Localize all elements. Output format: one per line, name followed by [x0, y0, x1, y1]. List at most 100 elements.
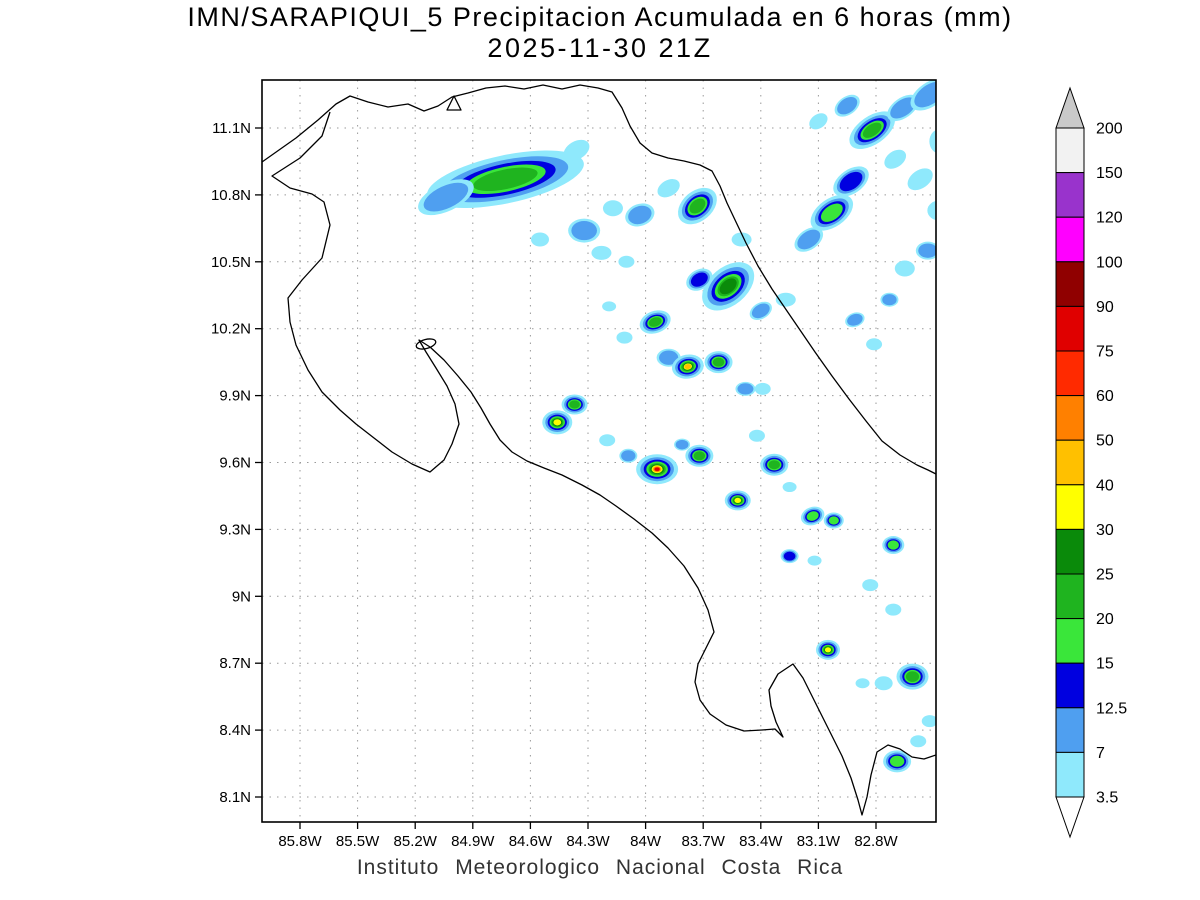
- y-tick-label: 8.1N: [219, 789, 251, 806]
- precip-cell: [625, 203, 655, 227]
- precip-cell: [657, 179, 680, 198]
- colorbar-labels: 200 150 120 100 90 75 60 50 40 30 25 20 15 12.5 7 3.5: [1096, 121, 1127, 807]
- colorbar-label: 40: [1096, 477, 1114, 494]
- colorbar-label: 12.5: [1096, 700, 1127, 717]
- precip-cell: [619, 448, 638, 463]
- precip-cell: [616, 331, 633, 344]
- colorbar-segment: [1055, 707, 1085, 753]
- y-tick-label: 9.3N: [219, 521, 251, 538]
- precip-cell: [833, 166, 869, 197]
- colorbar-label: 15: [1096, 656, 1114, 673]
- precip-cell: [561, 394, 588, 415]
- precip-cell: [531, 232, 549, 247]
- x-tick-label: 85.8W: [278, 833, 322, 850]
- precip-cell: [542, 410, 573, 435]
- x-tick-label: 82.8W: [854, 833, 898, 850]
- precip-cell: [568, 218, 601, 243]
- precip-cell: [599, 434, 616, 447]
- precip-cell: [702, 262, 755, 311]
- colorbar-segment: [1055, 350, 1085, 397]
- colorbar-segment: [1055, 618, 1085, 664]
- precip-cell: [639, 310, 671, 334]
- precip-cell: [775, 292, 796, 307]
- precip-cell: [834, 94, 860, 117]
- y-tick-label: 9N: [232, 588, 251, 605]
- y-tick-label: 11.1N: [212, 120, 251, 137]
- chart-subtitle: 2025-11-30 21Z: [487, 33, 713, 63]
- precip-cell: [735, 381, 756, 396]
- precip-cell: [591, 245, 612, 260]
- precip-cell: [849, 111, 895, 150]
- colorbar-segment: [1055, 573, 1085, 620]
- precip-cell: [894, 260, 915, 277]
- colorbar-segment: [1055, 172, 1085, 218]
- colorbar-segment: [1055, 751, 1085, 798]
- precip-cell: [921, 715, 936, 728]
- precip-cell: [810, 194, 854, 231]
- precip-cell: [896, 663, 929, 690]
- colorbar-segment: [1055, 528, 1085, 575]
- precip-cell: [602, 200, 623, 217]
- precip-cell: [927, 200, 936, 221]
- precip-cell: [686, 268, 713, 291]
- colorbar-label: 30: [1096, 522, 1114, 539]
- colorbar-label: 20: [1096, 611, 1114, 628]
- precip-cell: [910, 735, 927, 748]
- y-tick-label: 10.8N: [211, 187, 251, 204]
- colorbar-label: 120: [1096, 210, 1123, 227]
- y-tick-label: 10.5N: [211, 254, 251, 271]
- precip-cell: [678, 187, 717, 225]
- precip-cell: [907, 168, 933, 191]
- colorbar-label: 75: [1096, 344, 1114, 361]
- colorbar-label: 7: [1096, 745, 1105, 762]
- precip-cell: [816, 639, 840, 660]
- precip-cell: [636, 454, 679, 485]
- chart-title-block: IMN/SARAPIQUI_5 Precipitacion Acumulada …: [0, 2, 1200, 64]
- precip-cell: [884, 149, 907, 169]
- precip-cell: [874, 676, 893, 691]
- coastline: [262, 84, 936, 816]
- precip-cell: [748, 429, 765, 442]
- chart-title: IMN/SARAPIQUI_5 Precipitacion Acumulada …: [187, 2, 1013, 32]
- precip-cell: [754, 382, 771, 395]
- precip-cells: [418, 80, 936, 773]
- precip-cell: [794, 227, 824, 252]
- colorbar-segment: [1055, 305, 1085, 352]
- precip-cell: [866, 338, 883, 351]
- precip-cell: [915, 241, 936, 260]
- coastline-north-caribbean: [262, 84, 936, 475]
- precip-cell: [883, 750, 912, 773]
- colorbar-label: 100: [1096, 254, 1123, 271]
- precip-cell: [807, 555, 822, 566]
- precip-cell: [882, 536, 905, 555]
- x-tick-label: 83.7W: [682, 833, 726, 850]
- colorbar-label: 60: [1096, 388, 1114, 405]
- colorbar-segment: [1055, 662, 1085, 709]
- colorbar-segment: [1055, 261, 1085, 307]
- colorbar-label: 150: [1096, 165, 1123, 182]
- y-tick-label: 8.7N: [219, 655, 251, 672]
- gulf-island: [415, 338, 437, 350]
- precip-cell: [782, 482, 797, 493]
- precip-cell: [685, 444, 714, 467]
- precip-cell: [910, 80, 936, 111]
- lake-island-triangle: [446, 95, 462, 111]
- precip-cell: [780, 549, 799, 564]
- precip-cell: [418, 179, 474, 216]
- colorbar-label: 3.5: [1096, 790, 1118, 807]
- precip-cell: [823, 512, 844, 529]
- precip-cell: [929, 130, 936, 153]
- x-tick-label: 84.6W: [509, 833, 553, 850]
- x-tick-label: 84.3W: [566, 833, 610, 850]
- colorbar-segment: [1055, 439, 1085, 486]
- colorbar-segment: [1055, 484, 1085, 530]
- precip-cell: [618, 255, 635, 268]
- x-tick-label: 83.1W: [797, 833, 841, 850]
- precip-cell: [602, 301, 617, 312]
- colorbar-below-min-triangle: [1055, 796, 1085, 839]
- x-tick-label: 85.2W: [394, 833, 438, 850]
- precip-cell: [760, 453, 789, 476]
- x-tick-label: 83.4W: [739, 833, 783, 850]
- precip-cell: [809, 113, 828, 130]
- x-tick-label: 85.5W: [336, 833, 380, 850]
